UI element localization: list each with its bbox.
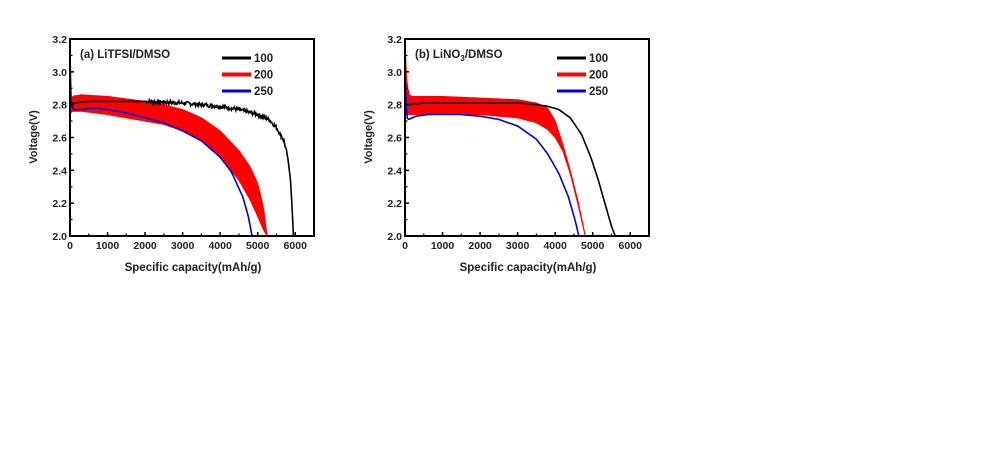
plot-area-a: 0 1000 2000 3000 4000 5000 6000 2.0 2.2 2.4 2.6 2.8…	[52, 34, 315, 252]
y-tick-label-b: 3.2	[387, 34, 402, 46]
x-tick-label-b: 1000	[431, 240, 455, 252]
series-200-band-a	[69, 94, 268, 237]
y-tick-label-a: 3.0	[52, 67, 67, 79]
series-100-line-b	[405, 102, 616, 237]
chart-panel-a: 0 1000 2000 3000 4000 5000 6000 2.0 2.2 2.4 2.6 2.8…	[0, 0, 335, 295]
x-tick-label-a: 3000	[171, 240, 195, 252]
panel-title-a: (a) LiTFSI/DMSO	[80, 49, 170, 61]
plot-area-b: 0 1000 2000 3000 4000 5000 6000 2.0 2.2 2.4 2.6 2.8…	[387, 34, 650, 252]
y-tick-label-a: 2.6	[52, 133, 67, 145]
y-tick-label-a: 2.8	[52, 100, 67, 112]
y-tick-label-a: 3.2	[52, 34, 67, 46]
y-tick-label-a: 2.4	[52, 165, 67, 177]
series-250-line-b	[404, 71, 580, 237]
y-tick-label-b: 2.6	[387, 133, 402, 145]
x-tick-label-b: 2000	[468, 240, 492, 252]
y-tick-label-b: 2.2	[387, 198, 402, 210]
legend-label-100-a: 100	[254, 53, 273, 65]
x-tick-label-a: 4000	[208, 240, 232, 252]
x-tick-label-a: 5000	[246, 240, 270, 252]
axes-frame-b	[404, 38, 650, 237]
legend-label-200-b: 200	[589, 70, 608, 82]
series-200-band-b	[404, 42, 586, 237]
axes-frame-a	[69, 38, 315, 237]
legend-label-200-a: 200	[254, 70, 273, 82]
chart-b-svg: 0 1000 2000 3000 4000 5000 6000 2.0 2.2 2.4 2.6 2.8…	[363, 34, 650, 274]
y-tick-label-b: 3.0	[387, 67, 402, 79]
y-tick-label-a: 2.2	[52, 198, 67, 210]
x-axis-label-b: Specific capacity(mAh/g)	[460, 262, 597, 274]
y-tick-label-a: 2.0	[52, 231, 67, 243]
chart-panel-b: 0 1000 2000 3000 4000 5000 6000 2.0 2.2 2.4 2.6 2.8…	[335, 0, 670, 295]
panel-title-b-tail: /DMSO	[465, 49, 503, 61]
y-axis-label-a: Voltage(V)	[28, 110, 40, 164]
legend-label-250-a: 250	[254, 86, 273, 98]
panel-title-b-main: (b) LiNO	[415, 49, 460, 61]
y-tick-label-b: 2.4	[387, 165, 402, 177]
x-tick-label-a: 6000	[284, 240, 308, 252]
x-tick-label-a: 2000	[133, 240, 157, 252]
legend-label-250-b: 250	[589, 86, 608, 98]
x-tick-label-b: 6000	[619, 240, 643, 252]
x-tick-label-b: 5000	[581, 240, 605, 252]
panel-title-b: (b) LiNO3/DMSO	[415, 49, 503, 63]
x-tick-label-b: 3000	[506, 240, 530, 252]
series-250-line-a	[69, 55, 253, 237]
series-100-line-a	[69, 97, 295, 237]
x-tick-label-a: 1000	[96, 240, 120, 252]
panel-title-b-subscript: 3	[460, 54, 465, 63]
x-tick-label-b: 4000	[543, 240, 567, 252]
x-tick-label-a: 0	[67, 240, 73, 252]
y-tick-label-b: 2.0	[387, 231, 402, 243]
x-tick-label-b: 0	[402, 240, 408, 252]
y-tick-label-b: 2.8	[387, 100, 402, 112]
chart-a-svg: 0 1000 2000 3000 4000 5000 6000 2.0 2.2 2.4 2.6 2.8…	[28, 34, 315, 274]
x-axis-label-a: Specific capacity(mAh/g)	[125, 262, 262, 274]
y-axis-label-b: Voltage(V)	[363, 110, 375, 164]
legend-label-100-b: 100	[589, 53, 608, 65]
